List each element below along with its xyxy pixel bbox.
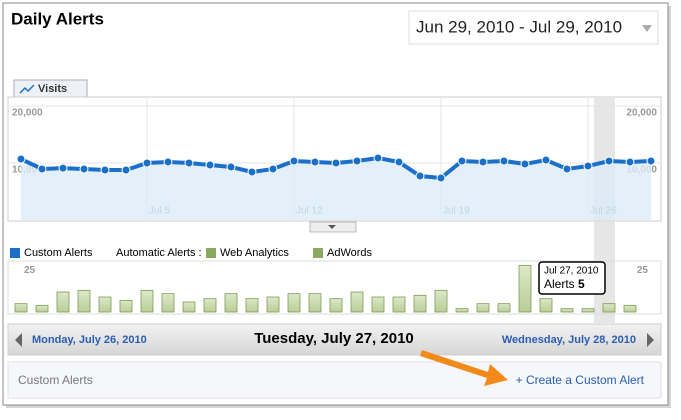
y-tick-label: 25 [637,265,649,276]
point [499,156,509,166]
point [583,161,593,171]
filter-label: Web Analytics [220,247,289,259]
bar [266,296,280,313]
bar [497,303,511,313]
bar [287,293,301,313]
point [58,163,68,173]
bar [161,293,175,313]
point [310,157,320,167]
bar [455,308,469,313]
point [247,167,257,177]
point [436,173,446,183]
bar [245,298,259,313]
point [457,156,467,166]
bar [77,289,91,313]
bar [602,303,616,313]
tab-label[interactable]: Visits [38,83,67,95]
bar [140,289,154,313]
point [163,157,173,167]
bar [518,264,532,313]
bar [329,298,343,313]
point [562,164,572,174]
tooltip-value: 5 [578,277,585,291]
bar [476,303,490,313]
toggle-arrow [328,225,336,229]
bar [413,294,427,313]
checkbox[interactable] [206,248,216,258]
bar [98,296,112,313]
point [100,165,110,175]
bar [14,303,28,313]
filter-label: Custom Alerts [24,247,93,259]
point [226,162,236,172]
y-tick-label: 25 [24,265,36,276]
point [37,164,47,174]
orange-arrow [420,350,508,386]
bar [119,299,133,313]
date-picker[interactable] [408,10,659,45]
tooltip-label: Alerts [544,277,575,291]
point [625,157,635,167]
bar [539,298,553,313]
area [21,157,651,220]
checkbox[interactable] [313,248,323,258]
bar [308,293,322,313]
tooltip-date: Jul 27, 2010 [544,266,599,277]
filter-label: AdWords [327,247,373,259]
point [331,158,341,168]
point [520,159,530,169]
bar [56,291,70,313]
prev-day[interactable]: Monday, July 26, 2010 [32,334,147,346]
point [289,156,299,166]
bar [203,298,217,313]
bar [623,304,637,313]
bar [371,296,385,313]
y-tick-label: 20,000 [12,108,43,119]
point [184,158,194,168]
bar [392,296,406,313]
point [352,156,362,166]
point [373,153,383,163]
section-title: Custom Alerts [18,373,93,387]
point [478,157,488,167]
point [79,164,89,174]
filter-label: Automatic Alerts : [116,247,202,259]
dropdown-arrow [642,25,652,32]
y-tick-label: 20,000 [626,108,657,119]
point [604,156,614,166]
prev-arrow[interactable] [15,333,22,347]
point [16,154,26,164]
day-nav [7,323,662,356]
bar [182,301,196,313]
tab-icon [19,84,35,94]
current-day: Tuesday, July 27, 2010 [254,330,414,347]
alerts-frame [7,260,662,315]
title: Daily Alerts [11,9,104,28]
bar [224,293,238,313]
point [205,160,215,170]
point [121,165,131,175]
point [415,171,425,181]
checkbox[interactable] [10,248,20,258]
bar [560,308,574,313]
point [646,156,656,166]
point [394,157,404,167]
tooltip [538,261,606,295]
create-alert-link[interactable]: + Create a Custom Alert [516,373,645,387]
point [541,155,551,165]
section-bar [7,361,662,399]
date-range[interactable]: Jun 29, 2010 - Jul 29, 2010 [416,17,622,36]
point [268,164,278,174]
bar [581,308,595,313]
bar [434,289,448,313]
point [142,158,152,168]
next-day[interactable]: Wednesday, July 28, 2010 [502,334,636,346]
bar [35,304,49,313]
bar [350,291,364,313]
next-arrow[interactable] [647,333,654,347]
